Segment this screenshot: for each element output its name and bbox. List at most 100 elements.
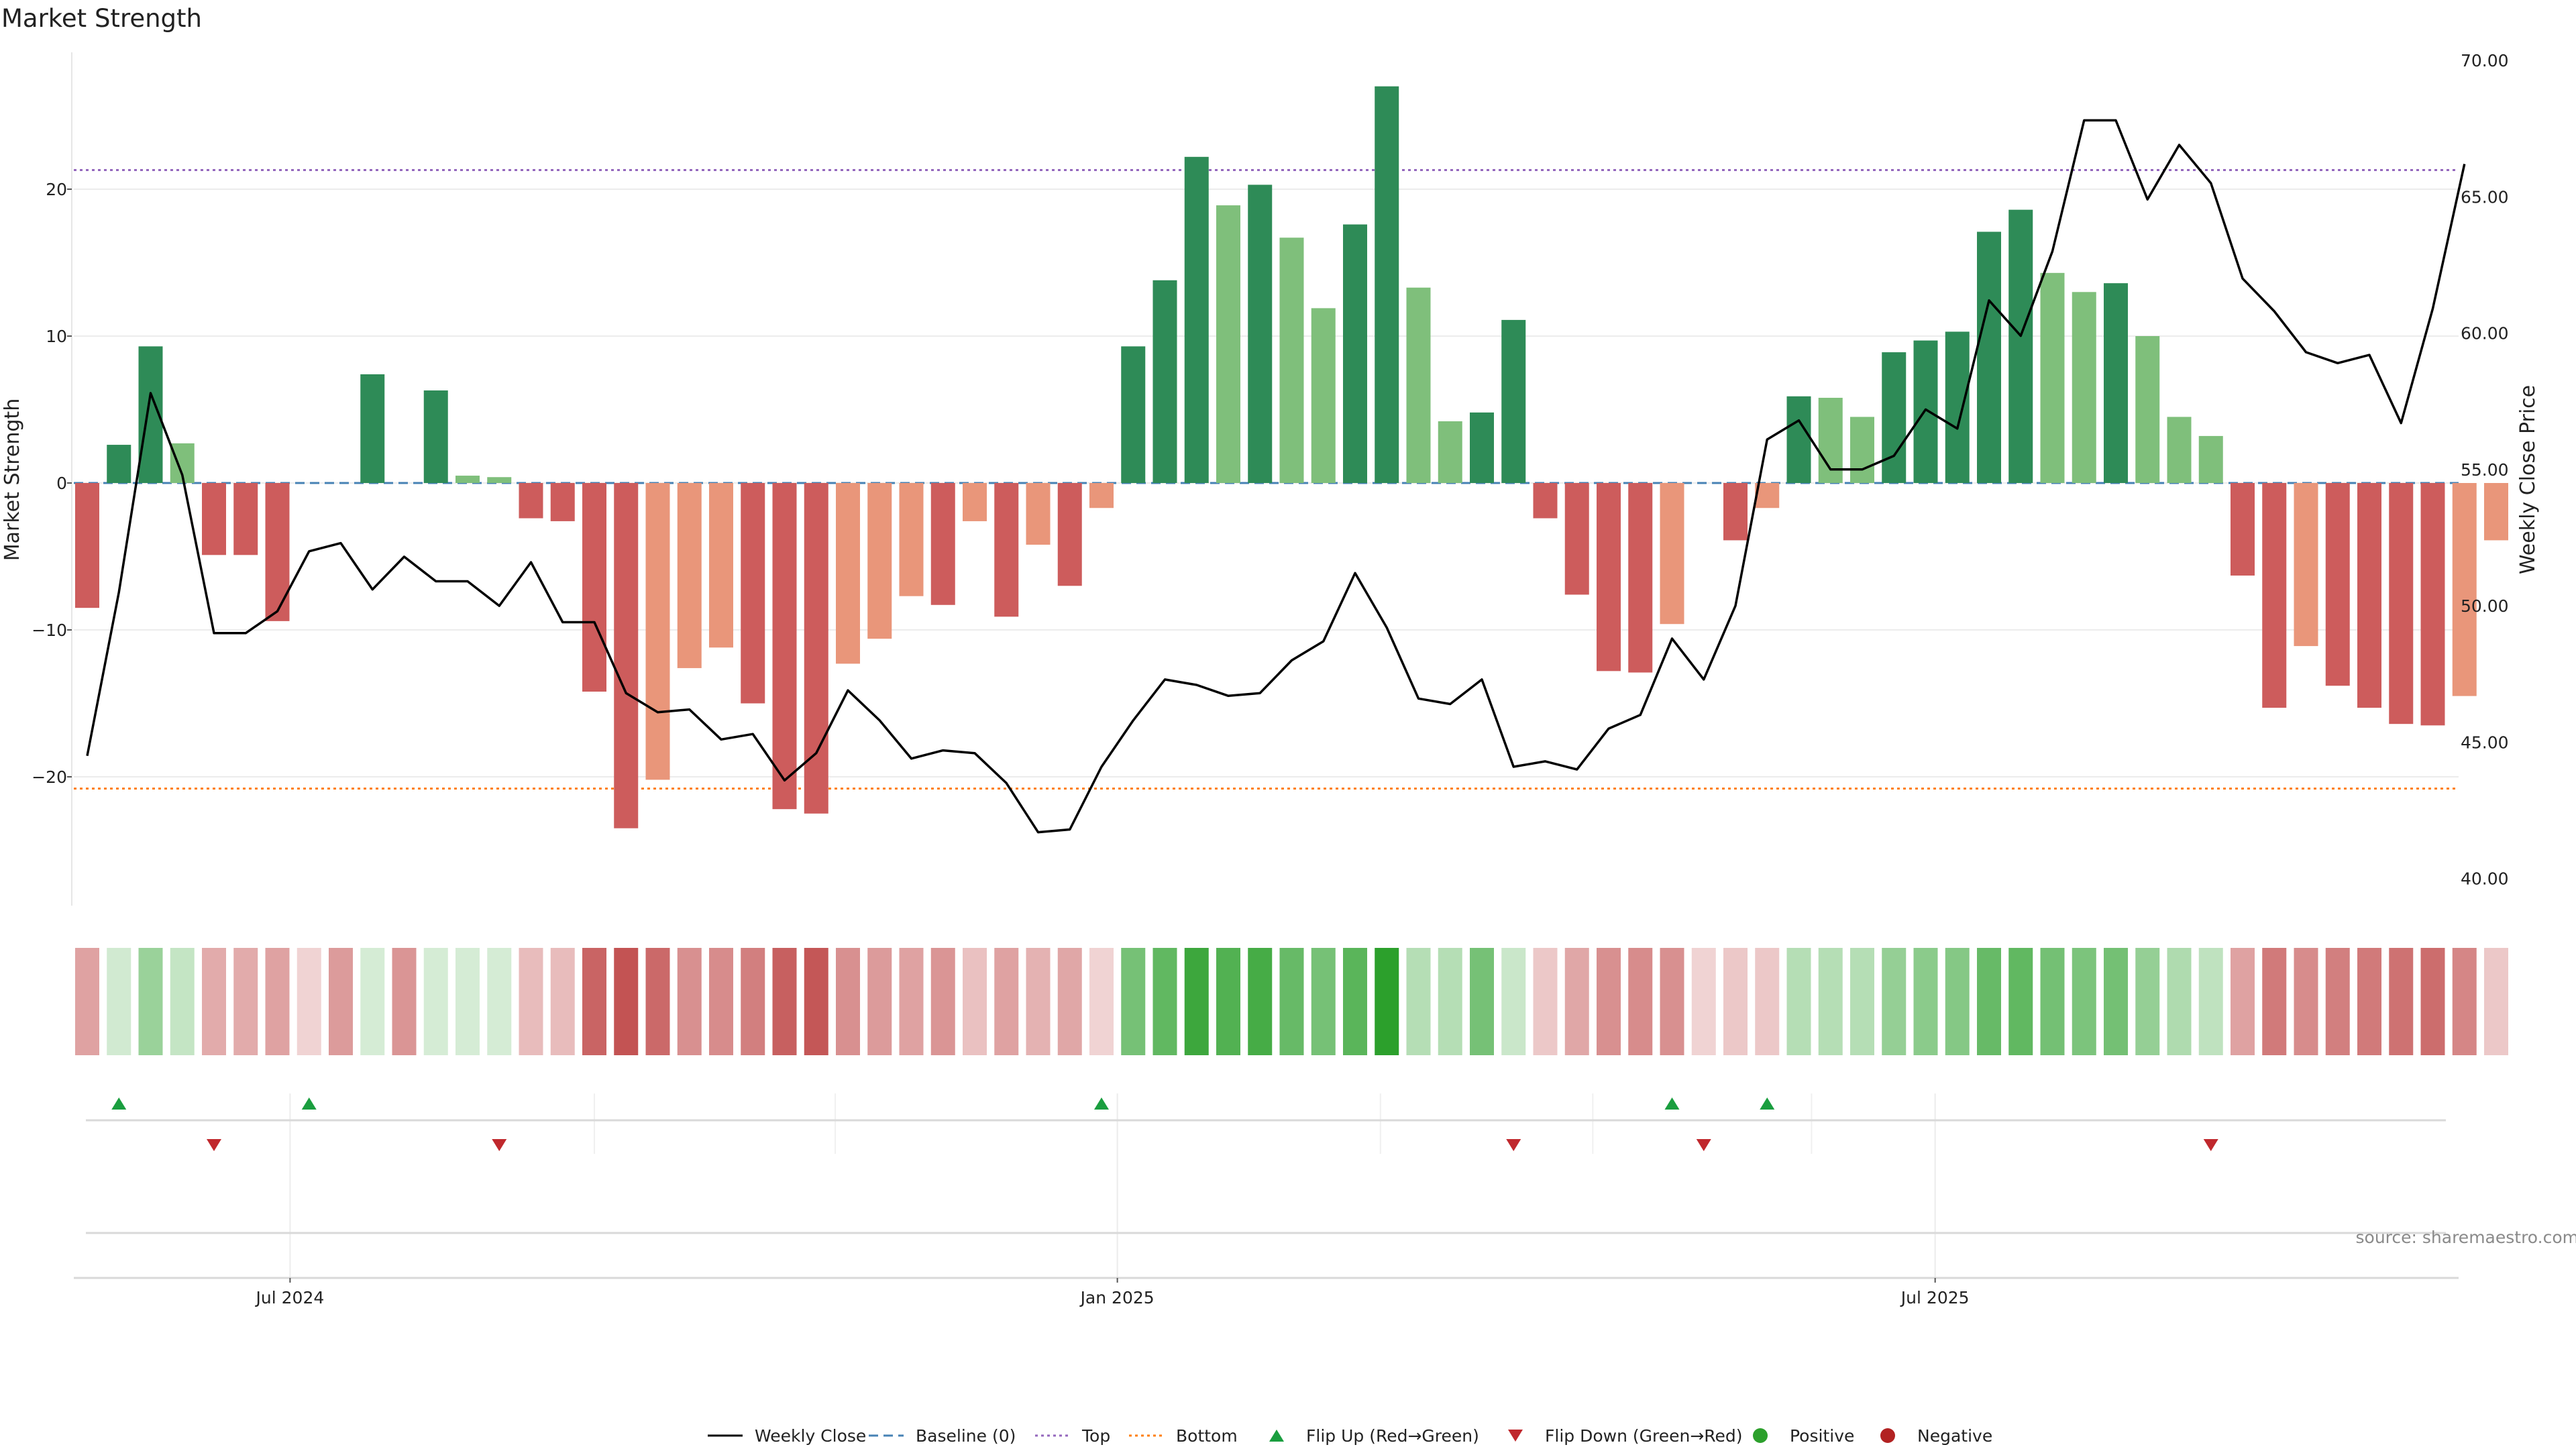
heat-cell — [2135, 948, 2160, 1055]
heat-cell — [1945, 948, 1970, 1055]
heat-cell — [2167, 948, 2192, 1055]
heat-cell — [2040, 948, 2065, 1055]
legend-label: Weekly Close — [755, 1426, 866, 1446]
strength-bar — [2420, 483, 2445, 726]
flip-down-marker — [1696, 1139, 1711, 1151]
heat-cell — [1152, 948, 1177, 1055]
heat-cell — [1691, 948, 1716, 1055]
heat-cell — [1564, 948, 1589, 1055]
heat-cell — [741, 948, 765, 1055]
strength-bar — [1501, 319, 1526, 483]
heat-cell — [392, 948, 417, 1055]
heat-cell — [645, 948, 670, 1055]
strength-bar — [1343, 224, 1367, 483]
chart-title: Market Strength — [1, 4, 202, 33]
x-tick-label: Jul 2024 — [255, 1288, 325, 1307]
strength-bar — [2104, 283, 2128, 483]
legend-label: Negative — [1917, 1426, 1992, 1446]
heat-cell — [1755, 948, 1780, 1055]
strength-bar — [1945, 331, 1970, 483]
heat-cell — [2198, 948, 2223, 1055]
heat-cell — [265, 948, 290, 1055]
strength-bar — [1564, 483, 1589, 595]
strength-bar — [2262, 483, 2287, 708]
strength-bar — [1723, 483, 1748, 541]
heat-cell — [930, 948, 955, 1055]
strength-bar — [1913, 340, 1938, 483]
heat-cell — [1057, 948, 1082, 1055]
heat-cell — [2484, 948, 2508, 1055]
flip-down-marker — [1506, 1139, 1521, 1151]
heat-cell — [1438, 948, 1462, 1055]
flip-up-marker — [301, 1097, 317, 1110]
heat-cell — [2294, 948, 2318, 1055]
heat-cell — [2389, 948, 2414, 1055]
heat-cell — [233, 948, 258, 1055]
left-tick-label: 0 — [56, 474, 67, 493]
x-axis-ticks: Jul 2024 Jan 2025 Jul 2025 — [255, 1278, 1970, 1307]
flip-down-marker — [207, 1139, 221, 1151]
strength-bar — [1628, 483, 1653, 673]
heat-cell — [487, 948, 512, 1055]
heat-cell — [994, 948, 1019, 1055]
strength-bar — [360, 374, 385, 483]
strength-bar — [1057, 483, 1082, 586]
strength-bar — [1786, 396, 1811, 483]
heat-cell — [2262, 948, 2287, 1055]
left-axis-ticks: 20 10 0 −10 −20 — [32, 180, 72, 787]
heat-cell — [709, 948, 733, 1055]
strength-bar — [1311, 308, 1336, 483]
strength-bar — [487, 477, 512, 483]
strength-bar — [550, 483, 575, 521]
flip-up-marker — [111, 1097, 127, 1110]
strength-bar — [741, 483, 765, 704]
strength-bar — [930, 483, 955, 605]
strength-bar — [2008, 209, 2033, 483]
heat-cell — [1723, 948, 1748, 1055]
flip-signals-panel — [74, 1119, 2459, 1279]
heat-cell — [1533, 948, 1558, 1055]
left-axis-label: Market Strength — [1, 398, 24, 561]
left-tick-label: −10 — [32, 621, 67, 640]
reference-lines — [74, 169, 2459, 790]
heat-cell — [550, 948, 575, 1055]
strength-bar — [614, 483, 639, 828]
strength-bar — [772, 483, 797, 810]
heat-cell — [1026, 948, 1051, 1055]
strength-bar — [519, 483, 543, 519]
heat-cell — [1184, 948, 1209, 1055]
heat-cell — [1850, 948, 1874, 1055]
strength-bar — [994, 483, 1019, 617]
heat-cell — [1501, 948, 1526, 1055]
strength-bar — [1279, 237, 1304, 483]
strength-bar — [2198, 435, 2223, 483]
strength-bar — [1121, 346, 1146, 483]
legend: Weekly Close Baseline (0) Top Bottom Flip Up… — [708, 1426, 1992, 1446]
x-tick-label: Jan 2025 — [1079, 1288, 1155, 1307]
strength-bar — [2484, 483, 2508, 541]
strength-bar — [1660, 483, 1684, 625]
right-tick-label: 65.00 — [2461, 187, 2509, 207]
heat-cell — [2072, 948, 2096, 1055]
strength-bar — [1977, 231, 2001, 483]
strength-bar — [2389, 483, 2414, 724]
heat-cell — [1216, 948, 1240, 1055]
right-tick-label: 45.00 — [2461, 733, 2509, 752]
strength-bar — [1152, 280, 1177, 483]
heat-cell — [2104, 948, 2128, 1055]
heat-cell — [2452, 948, 2477, 1055]
heat-cell — [360, 948, 385, 1055]
heat-cell — [1375, 948, 1399, 1055]
strength-bar — [233, 483, 258, 555]
strength-bar — [1438, 421, 1462, 483]
heat-cell — [297, 948, 321, 1055]
strength-bar — [836, 483, 860, 664]
weekly-close-series — [86, 119, 2466, 834]
left-tick-label: 10 — [46, 327, 67, 346]
strength-bar — [107, 445, 131, 483]
legend-label: Top — [1081, 1426, 1110, 1446]
strength-bar — [1184, 156, 1209, 483]
heat-cell — [1913, 948, 1938, 1055]
strength-bar — [423, 390, 448, 483]
strength-bars — [75, 86, 2508, 828]
